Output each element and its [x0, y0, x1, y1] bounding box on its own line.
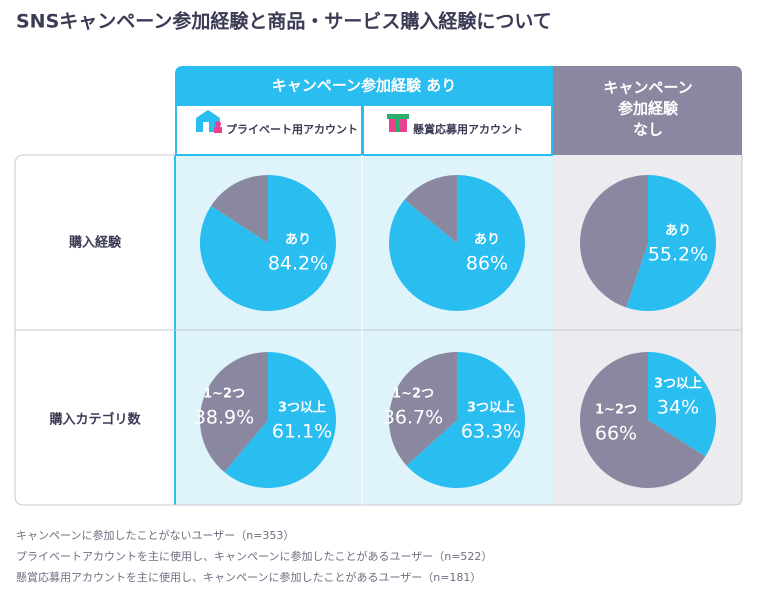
row-label: 購入カテゴリ数	[48, 412, 141, 428]
pie-slice	[211, 175, 268, 243]
header-no: キャンペーン	[603, 79, 692, 97]
prize-header	[362, 104, 553, 156]
slice-label: 1~2つ	[595, 403, 637, 418]
value-label: 66%	[595, 423, 637, 445]
pie-slice	[389, 352, 457, 466]
slice-label: 3つ以上	[467, 401, 515, 416]
value-label: 86%	[466, 253, 508, 275]
footnote: プライベートアカウントを主に使用し、キャンペーンに参加したことがあるユーザー（n…	[16, 549, 492, 563]
pie-slice	[580, 352, 706, 489]
value-label: 36.7%	[383, 407, 443, 429]
pie-slice	[626, 175, 717, 312]
header-no: 参加経験	[618, 100, 679, 118]
header-no: なし	[633, 121, 663, 139]
no-header	[553, 66, 742, 155]
slice-label: 3つ以上	[654, 377, 702, 392]
value-label: 84.2%	[268, 253, 328, 275]
value-label: 61.1%	[272, 421, 332, 443]
header-private: プライベート用アカウント	[226, 122, 358, 136]
row-label: 購入経験	[68, 235, 122, 251]
pie-slice	[224, 352, 336, 488]
yes-header	[175, 66, 553, 105]
footnote: 懸賞応募用アカウントを主に使用し、キャンペーンに参加したことがあるユーザー（n=…	[16, 570, 481, 584]
pie-slice	[406, 352, 525, 488]
slice-label: 1~2つ	[392, 387, 434, 402]
pie-slice	[648, 352, 716, 457]
house-icon	[196, 110, 222, 133]
gift-icon	[387, 114, 409, 132]
frame	[14, 154, 743, 506]
pie-slice	[200, 352, 268, 473]
value-label: 34%	[657, 397, 699, 419]
pie-slice	[580, 175, 648, 308]
pie-slice	[200, 175, 337, 312]
slice-label: あり	[474, 233, 500, 248]
pie-slice	[404, 175, 457, 243]
footnote: キャンペーンに参加したことがないユーザー（n=353）	[16, 528, 294, 542]
value-label: 63.3%	[461, 421, 521, 443]
slice-label: あり	[285, 233, 311, 248]
value-label: 55.2%	[648, 244, 708, 266]
title: SNSキャンペーン参加経験と商品・サービス購入経験について	[16, 10, 552, 33]
slice-label: あり	[665, 224, 691, 239]
value-label: 38.9%	[194, 407, 254, 429]
slice-label: 3つ以上	[278, 401, 326, 416]
header-prize: 懸賞応募用アカウント	[413, 122, 523, 136]
header-yes: キャンペーン参加経験 あり	[272, 77, 456, 95]
slice-label: 1~2つ	[203, 387, 245, 402]
